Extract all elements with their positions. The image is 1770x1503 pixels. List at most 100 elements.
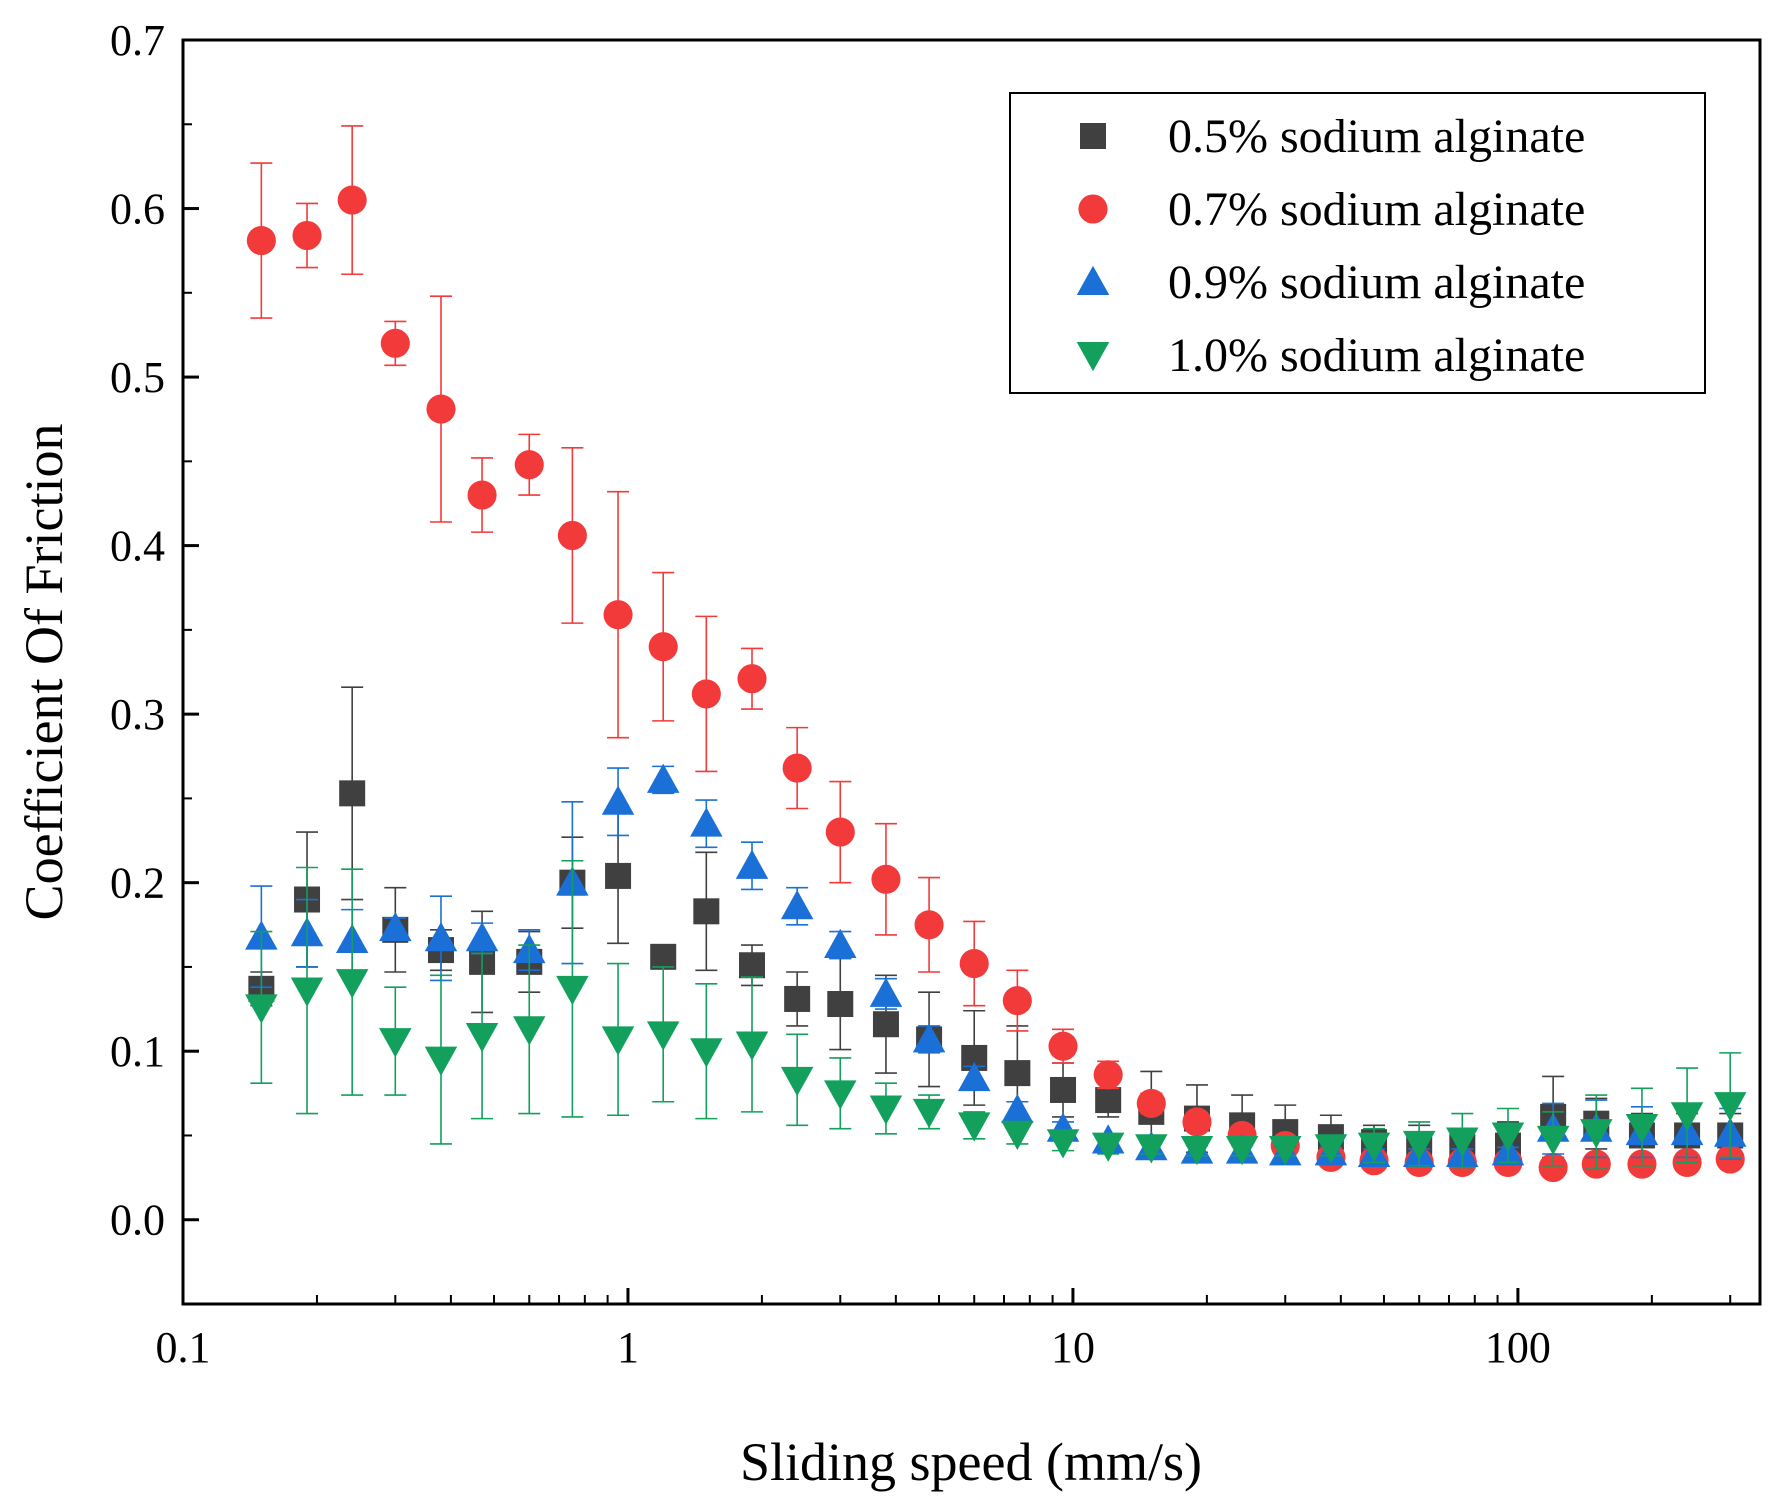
data-point-1-10 [691, 679, 721, 709]
data-point-3-28 [1491, 1122, 1525, 1152]
data-series [245, 125, 1747, 1183]
y-tick-label-5: 0.5 [110, 353, 165, 402]
legend-label-1: 0.7% sodium alginate [1168, 183, 1585, 236]
x-tick-label-1: 1 [617, 1323, 639, 1372]
data-point-0-9 [650, 943, 677, 970]
data-point-0-11 [739, 952, 766, 979]
data-point-1-16 [959, 949, 989, 979]
data-point-2-11 [735, 849, 769, 879]
data-point-2-8 [601, 785, 635, 815]
series-3 [245, 859, 1747, 1170]
data-point-1-4 [426, 394, 456, 424]
data-point-3-19 [1091, 1132, 1125, 1162]
data-point-0-10 [693, 898, 720, 925]
data-point-1-18 [1048, 1031, 1078, 1061]
data-point-3-18 [1046, 1129, 1080, 1159]
data-point-1-5 [467, 480, 497, 510]
data-point-1-14 [871, 864, 901, 894]
y-axis-title: Coefficient Of Friction [14, 424, 74, 921]
data-point-1-3 [380, 328, 410, 358]
data-point-1-17 [1002, 986, 1032, 1016]
data-point-3-33 [1713, 1092, 1747, 1122]
data-point-2-13 [824, 928, 857, 959]
data-point-1-19 [1093, 1060, 1123, 1090]
series-0 [248, 686, 1744, 1170]
legend-label-3: 1.0% sodium alginate [1168, 329, 1585, 382]
data-point-3-11 [735, 1031, 769, 1061]
data-point-0-2 [339, 780, 366, 807]
data-point-2-15 [912, 1023, 946, 1053]
data-point-3-5 [465, 1023, 499, 1053]
data-point-3-9 [646, 1021, 680, 1051]
y-tick-label-6: 0.6 [110, 185, 165, 234]
legend-label-2: 0.9% sodium alginate [1168, 256, 1585, 309]
data-point-2-10 [690, 807, 723, 837]
data-point-1-8 [603, 600, 633, 630]
x-axis-title: Sliding speed (mm/s) [740, 1432, 1202, 1492]
data-point-3-2 [335, 969, 369, 999]
data-point-1-13 [825, 817, 855, 847]
data-point-1-1 [292, 220, 322, 251]
data-point-3-30 [1580, 1119, 1613, 1149]
data-point-3-15 [912, 1098, 946, 1129]
data-point-3-1 [290, 977, 324, 1007]
y-tick-label-1: 0.1 [110, 1027, 165, 1076]
y-tick-label-3: 0.3 [110, 690, 165, 739]
data-point-3-32 [1670, 1102, 1704, 1132]
data-point-3-12 [780, 1066, 814, 1097]
data-point-0-14 [872, 1011, 899, 1038]
legend-marker-1 [1078, 194, 1108, 224]
data-point-3-8 [601, 1026, 635, 1056]
data-point-1-29 [1538, 1152, 1568, 1183]
data-point-1-15 [914, 910, 944, 940]
data-point-2-4 [424, 922, 458, 952]
data-point-3-13 [824, 1080, 857, 1110]
data-point-2-9 [646, 763, 680, 793]
data-point-2-16 [957, 1061, 991, 1092]
legend: 0.5% sodium alginate 0.7% sodium alginat… [1009, 92, 1706, 394]
data-point-1-6 [514, 450, 544, 480]
data-point-3-10 [690, 1038, 723, 1068]
data-point-1-2 [337, 185, 367, 215]
legend-marker-2 [1076, 265, 1110, 295]
data-point-1-12 [782, 753, 812, 783]
plot-frame [181, 38, 1762, 1306]
x-tick-label-2: 10 [1051, 1323, 1095, 1372]
legend-marker-0 [1080, 123, 1106, 149]
data-point-3-20 [1135, 1134, 1168, 1164]
data-point-0-17 [1004, 1060, 1031, 1087]
data-point-2-5 [465, 922, 499, 952]
data-point-3-24 [1314, 1134, 1348, 1164]
data-point-3-4 [424, 1046, 458, 1076]
data-point-3-7 [556, 975, 589, 1006]
data-point-0-8 [605, 862, 632, 889]
data-point-1-20 [1136, 1088, 1166, 1119]
data-point-3-14 [869, 1095, 903, 1125]
data-point-3-16 [957, 1112, 991, 1142]
legend-label-0: 0.5% sodium alginate [1168, 110, 1585, 163]
y-tick-label-0: 0.0 [110, 1196, 165, 1245]
data-point-3-22 [1225, 1135, 1259, 1166]
data-point-3-27 [1446, 1127, 1479, 1157]
data-point-3-17 [1001, 1120, 1034, 1151]
data-point-1-11 [737, 664, 767, 694]
axes: 0.0 0.1 0.2 0.3 0.4 0.5 0.6 0.7 0.1 1 10 100 [110, 16, 1732, 1372]
data-point-3-31 [1625, 1114, 1659, 1144]
data-point-2-3 [379, 911, 412, 942]
data-point-1-7 [557, 520, 587, 551]
data-point-3-21 [1180, 1135, 1214, 1166]
data-point-1-0 [246, 225, 276, 256]
data-point-3-0 [245, 994, 278, 1024]
y-tick-label-2: 0.2 [110, 859, 165, 908]
x-tick-label-3: 100 [1485, 1323, 1551, 1372]
data-point-3-3 [379, 1028, 412, 1058]
data-point-3-25 [1357, 1132, 1391, 1162]
data-point-0-19 [1095, 1087, 1122, 1114]
x-tick-label-0: 0.1 [156, 1323, 211, 1372]
y-tick-label-4: 0.4 [110, 522, 165, 571]
data-point-2-14 [869, 977, 903, 1007]
data-point-1-21 [1182, 1107, 1212, 1137]
data-point-0-18 [1050, 1076, 1077, 1103]
data-point-2-17 [1001, 1093, 1034, 1124]
